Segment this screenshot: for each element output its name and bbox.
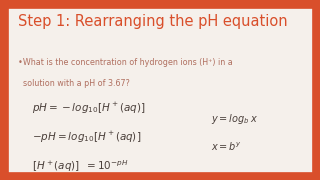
Text: $pH = -log_{10}[H^+(aq)]$: $pH = -log_{10}[H^+(aq)]$ [32,101,145,116]
Text: $[H^+(aq)]\;\; = 10^{-pH}$: $[H^+(aq)]\;\; = 10^{-pH}$ [32,158,129,174]
Text: solution with a pH of 3.67?: solution with a pH of 3.67? [18,79,130,88]
Text: $y = log_b\, x$: $y = log_b\, x$ [211,112,258,126]
Text: Step 1: Rearranging the pH equation: Step 1: Rearranging the pH equation [18,14,287,29]
Text: $x = b^y$: $x = b^y$ [211,140,242,153]
Text: $-pH = log_{10}[H^+(aq)]$: $-pH = log_{10}[H^+(aq)]$ [32,130,141,145]
Text: •What is the concentration of hydrogen ions (H⁺) in a: •What is the concentration of hydrogen i… [18,58,232,67]
